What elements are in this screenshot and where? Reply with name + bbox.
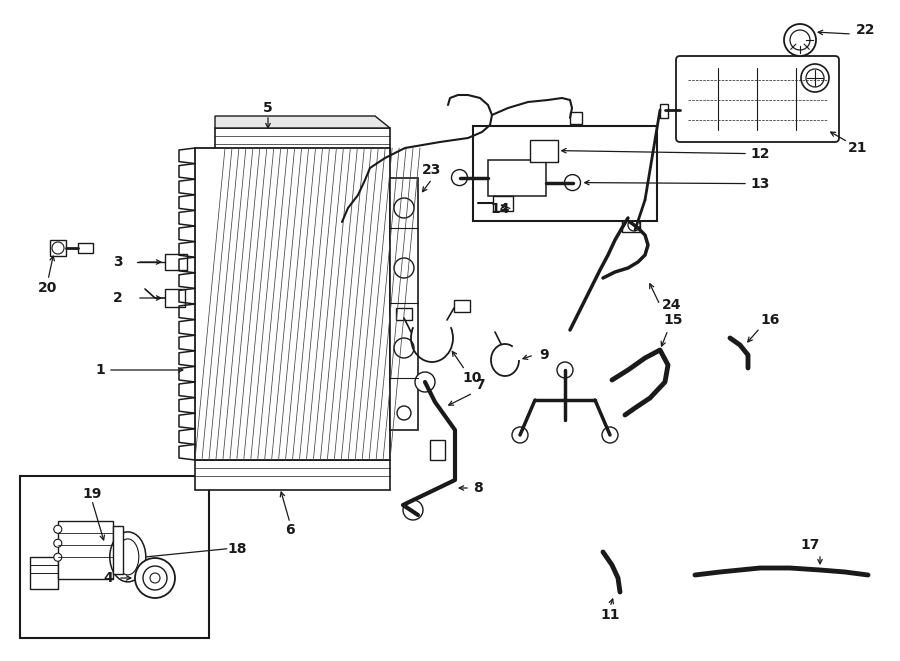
Bar: [50, 240, 66, 256]
Text: 17: 17: [800, 538, 820, 552]
Polygon shape: [215, 128, 390, 163]
Text: 18: 18: [227, 542, 247, 556]
Text: 19: 19: [82, 487, 102, 501]
Text: 20: 20: [39, 281, 58, 295]
Circle shape: [394, 258, 414, 278]
Circle shape: [54, 553, 62, 561]
Text: 8: 8: [473, 481, 483, 495]
Circle shape: [557, 362, 573, 378]
Text: 16: 16: [760, 313, 779, 327]
Bar: [20, 476, 209, 638]
Bar: [396, 308, 412, 320]
Bar: [492, 196, 512, 211]
Circle shape: [54, 525, 62, 533]
Text: 7: 7: [475, 378, 485, 392]
Text: 3: 3: [113, 255, 122, 269]
Polygon shape: [195, 460, 390, 490]
Bar: [430, 440, 445, 460]
Text: 10: 10: [463, 371, 482, 385]
Circle shape: [512, 427, 528, 443]
Bar: [30, 557, 58, 589]
Text: 9: 9: [539, 348, 549, 362]
Circle shape: [394, 198, 414, 218]
Circle shape: [602, 427, 618, 443]
Text: 22: 22: [856, 23, 876, 37]
Text: 13: 13: [751, 176, 770, 190]
Text: 12: 12: [751, 147, 770, 161]
Bar: [529, 139, 557, 161]
Bar: [488, 159, 545, 196]
Circle shape: [394, 338, 414, 358]
Circle shape: [628, 219, 640, 231]
Circle shape: [403, 500, 423, 520]
Text: 6: 6: [285, 523, 295, 537]
Circle shape: [135, 558, 175, 598]
Bar: [165, 289, 185, 307]
Circle shape: [150, 573, 160, 583]
Polygon shape: [215, 116, 390, 128]
Text: 4: 4: [104, 571, 112, 585]
Ellipse shape: [110, 532, 146, 582]
Ellipse shape: [117, 539, 139, 575]
Bar: [58, 522, 112, 579]
Bar: [165, 254, 187, 270]
Bar: [454, 300, 470, 312]
Circle shape: [397, 406, 411, 420]
Bar: [622, 218, 640, 232]
Circle shape: [452, 170, 467, 186]
Text: 21: 21: [848, 141, 868, 155]
Circle shape: [806, 69, 824, 87]
Circle shape: [143, 566, 167, 590]
Text: 14: 14: [491, 202, 510, 216]
Bar: [112, 526, 122, 574]
Bar: [472, 126, 657, 221]
Circle shape: [784, 24, 816, 56]
Polygon shape: [195, 450, 390, 460]
Text: 1: 1: [95, 363, 105, 377]
Text: 5: 5: [263, 101, 273, 115]
Bar: [390, 178, 418, 430]
Circle shape: [54, 539, 62, 547]
Bar: [195, 148, 390, 460]
Circle shape: [790, 30, 810, 50]
Text: 15: 15: [663, 313, 683, 327]
Circle shape: [564, 175, 580, 190]
Circle shape: [415, 372, 435, 392]
Text: 11: 11: [600, 608, 620, 622]
Bar: [570, 112, 582, 124]
FancyBboxPatch shape: [676, 56, 839, 142]
Bar: [660, 104, 668, 118]
Circle shape: [801, 64, 829, 92]
Text: 23: 23: [422, 163, 442, 177]
Bar: [78, 243, 93, 253]
Text: 2: 2: [113, 291, 123, 305]
Circle shape: [52, 242, 64, 254]
Text: 24: 24: [662, 298, 682, 312]
